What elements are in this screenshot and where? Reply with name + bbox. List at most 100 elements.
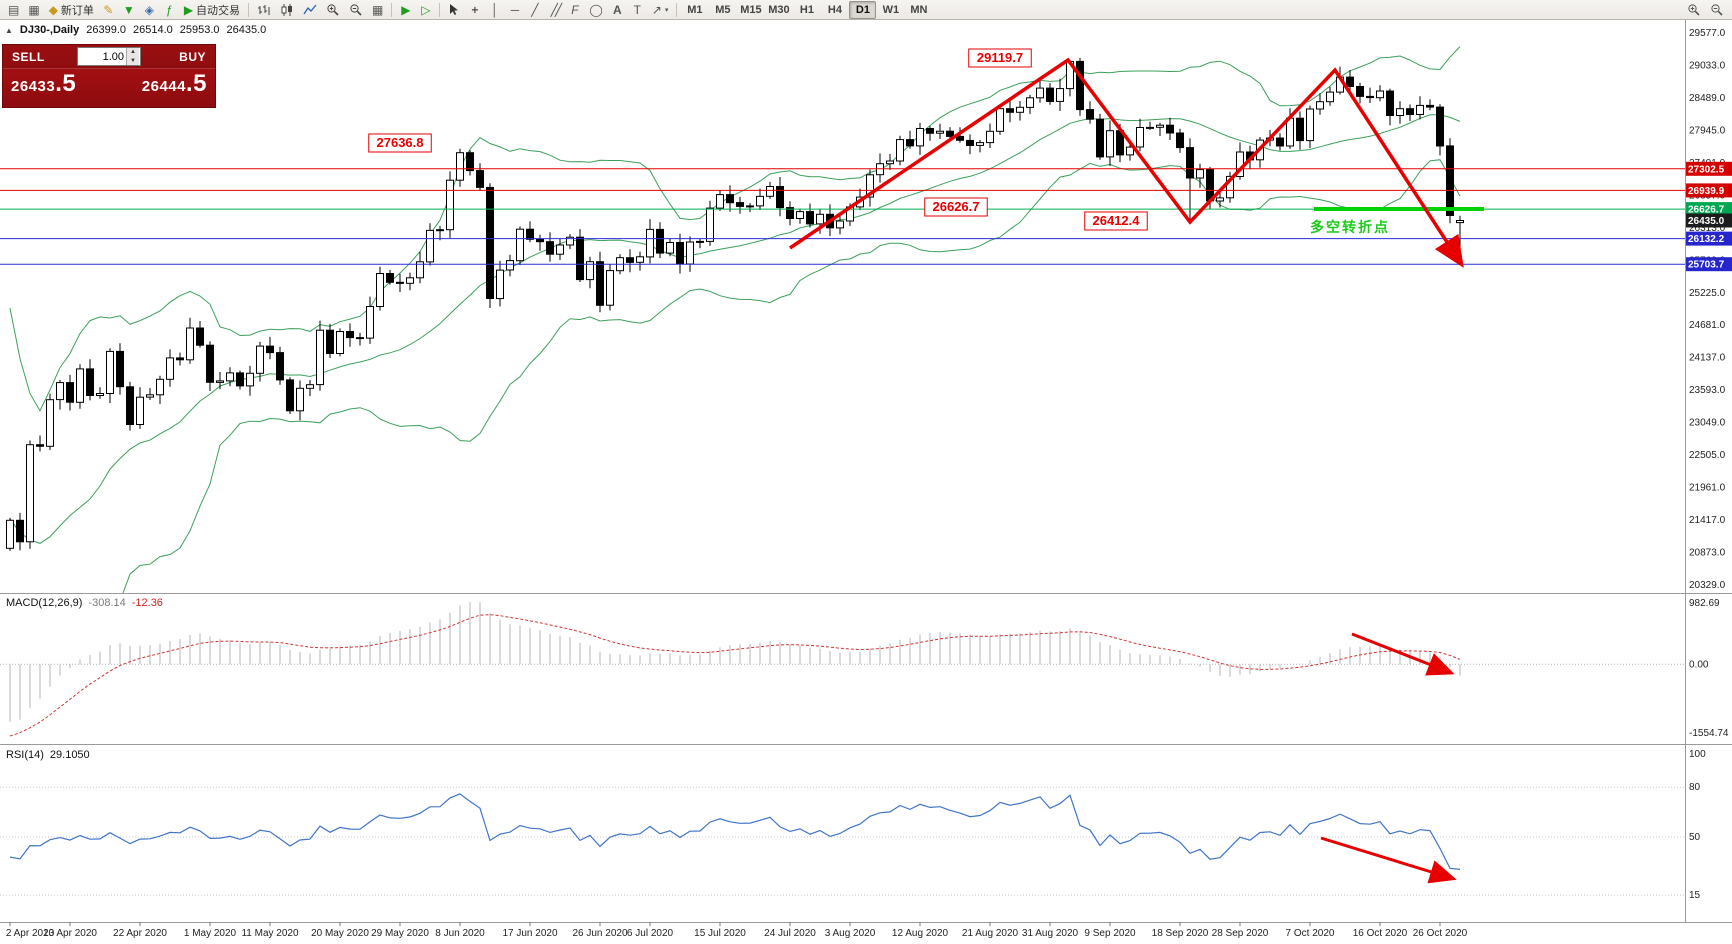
- arrows-tool-icon[interactable]: ↗ ▾: [651, 2, 669, 17]
- buy-button[interactable]: BUY: [179, 49, 206, 64]
- svg-text:24 Jul 2020: 24 Jul 2020: [764, 928, 816, 939]
- price-callout[interactable]: [1084, 211, 1148, 231]
- shapes-icon[interactable]: ◯: [589, 2, 603, 17]
- zoom-out-icon[interactable]: [345, 1, 367, 19]
- navigator-icon[interactable]: ◈: [144, 2, 154, 17]
- svg-text:3 Aug 2020: 3 Aug 2020: [825, 928, 876, 939]
- macd-signal-line: [9, 614, 1461, 737]
- svg-text:29 May 2020: 29 May 2020: [371, 928, 429, 939]
- volume-stepper: ▲ ▼: [77, 47, 141, 66]
- svg-text:27636.8: 27636.8: [377, 135, 424, 150]
- macd-name: MACD(12,26,9): [6, 597, 83, 609]
- price-callout[interactable]: [924, 197, 988, 217]
- autotrading-button[interactable]: ▶ 自动交易: [180, 1, 244, 19]
- vertical-line-icon[interactable]: │: [491, 2, 499, 17]
- trendline-icon[interactable]: ╱: [531, 2, 539, 17]
- indicators-icon[interactable]: ƒ: [165, 2, 173, 17]
- svg-text:15: 15: [1689, 890, 1701, 901]
- bollinger-upper-band: [9, 46, 1461, 412]
- toolbar-separator: [248, 2, 250, 17]
- zoom-in-icon[interactable]: [322, 1, 344, 19]
- text-label-icon[interactable]: T: [633, 2, 641, 17]
- svg-text:-1554.74: -1554.74: [1689, 728, 1729, 739]
- candlestick-chart-icon[interactable]: [276, 1, 298, 19]
- price-callout[interactable]: [368, 133, 432, 153]
- price-axis: 29577.029033.028489.027945.027401.026857…: [1689, 28, 1729, 901]
- svg-text:7 Oct 2020: 7 Oct 2020: [1286, 928, 1335, 939]
- timeframe-d1-button[interactable]: D1: [849, 0, 877, 19]
- timeframe-h4-button[interactable]: H4: [827, 3, 842, 16]
- sell-button[interactable]: SELL: [12, 49, 45, 64]
- toolbar-separator: [439, 2, 441, 17]
- svg-text:24137.0: 24137.0: [1689, 353, 1726, 364]
- channel-icon[interactable]: ╱╱: [550, 2, 563, 17]
- tile-windows-icon[interactable]: ▦: [372, 2, 384, 17]
- price-callout[interactable]: [968, 48, 1032, 68]
- autotrading-label: 自动交易: [196, 4, 241, 17]
- svg-text:9 Sep 2020: 9 Sep 2020: [1084, 928, 1136, 939]
- svg-text:20873.0: 20873.0: [1689, 548, 1726, 559]
- svg-text:26626.7: 26626.7: [1688, 205, 1725, 216]
- chart-canvas[interactable]: 29577.029033.028489.027945.027401.026857…: [0, 20, 1732, 944]
- horizontal-line-icon[interactable]: ─: [510, 2, 520, 17]
- svg-text:1 May 2020: 1 May 2020: [184, 928, 237, 939]
- trade-panel-toggle-icon[interactable]: ▲: [5, 25, 13, 35]
- timeframe-w1-button[interactable]: W1: [882, 3, 900, 16]
- new-order-button[interactable]: ◆ 新订单: [45, 1, 98, 19]
- svg-text:21961.0: 21961.0: [1689, 483, 1726, 494]
- new-order-icon: ◆: [48, 2, 58, 17]
- svg-text:26412.4: 26412.4: [1093, 213, 1141, 228]
- main-toolbar: ▤ ▦ ◆ 新订单 ✎ ▼ ◈ ƒ ▶ 自动交易 ▦ ▶ ▷ + │ ─ ╱ ╱…: [0, 0, 1732, 20]
- svg-text:26626.7: 26626.7: [933, 199, 980, 214]
- svg-text:80: 80: [1689, 782, 1701, 793]
- macd-down-arrow[interactable]: [1351, 632, 1455, 676]
- crosshair-icon[interactable]: +: [471, 2, 479, 17]
- timeframe-mn-button[interactable]: MN: [910, 3, 928, 16]
- timeframe-h1-button[interactable]: H1: [799, 3, 814, 16]
- svg-text:22505.0: 22505.0: [1689, 450, 1726, 461]
- svg-text:982.69: 982.69: [1689, 598, 1720, 609]
- svg-text:6 Jul 2020: 6 Jul 2020: [627, 928, 674, 939]
- macd-header: MACD(12,26,9) -308.14 -12.36: [6, 597, 163, 609]
- main-chart: [0, 46, 1685, 593]
- toolbar-separator: [676, 2, 678, 17]
- line-chart-icon[interactable]: [299, 1, 321, 19]
- timeframe-m1-button[interactable]: M1: [687, 3, 703, 16]
- svg-text:26435.0: 26435.0: [1688, 216, 1725, 227]
- cursor-icon[interactable]: [444, 1, 464, 19]
- svg-text:21417.0: 21417.0: [1689, 515, 1726, 526]
- timeframe-m5-button[interactable]: M5: [715, 3, 731, 16]
- fibonacci-icon[interactable]: F: [571, 2, 579, 17]
- svg-text:26 Oct 2020: 26 Oct 2020: [1413, 928, 1468, 939]
- price-tag: [1686, 183, 1732, 198]
- search-zoom-in-icon[interactable]: [1683, 1, 1705, 19]
- volume-input[interactable]: [78, 48, 126, 65]
- svg-text:18 Sep 2020: 18 Sep 2020: [1152, 928, 1209, 939]
- svg-text:29577.0: 29577.0: [1689, 28, 1726, 39]
- panel-frame: [0, 20, 1732, 923]
- auto-scroll-icon[interactable]: ▶: [401, 2, 411, 17]
- volume-down-button[interactable]: ▼: [127, 56, 139, 65]
- chart-info-line: ▲ DJ30-,Daily 26399.0 26514.0 25953.0 26…: [5, 24, 266, 36]
- svg-text:16 Oct 2020: 16 Oct 2020: [1353, 928, 1408, 939]
- macd-histogram: [9, 602, 1461, 722]
- svg-text:23593.0: 23593.0: [1689, 385, 1726, 396]
- new-chart-icon[interactable]: ▤: [8, 2, 20, 17]
- download-history-icon[interactable]: ▼: [122, 2, 135, 17]
- ohlc-high: 26514.0: [133, 24, 173, 36]
- candles: [6, 57, 1464, 551]
- svg-text:25225.0: 25225.0: [1689, 288, 1726, 299]
- search-zoom-out-icon[interactable]: [1706, 1, 1728, 19]
- one-click-trading-panel: SELL BUY ▲ ▼ 26433.5 26444.5: [2, 44, 216, 108]
- text-icon[interactable]: A: [612, 2, 622, 17]
- rsi-down-arrow[interactable]: [1320, 836, 1457, 884]
- metaeditor-icon[interactable]: ✎: [103, 2, 114, 17]
- profiles-icon[interactable]: ▦: [28, 2, 40, 17]
- bar-chart-icon[interactable]: [253, 1, 275, 19]
- timeframe-m30-button[interactable]: M30: [768, 3, 790, 16]
- chart-shift-icon[interactable]: ▷: [421, 2, 431, 17]
- volume-up-button[interactable]: ▲: [127, 48, 139, 57]
- svg-text:20329.0: 20329.0: [1689, 580, 1726, 591]
- timeframe-m15-button[interactable]: M15: [740, 3, 762, 16]
- trend-zigzag-arrow[interactable]: [789, 57, 1464, 268]
